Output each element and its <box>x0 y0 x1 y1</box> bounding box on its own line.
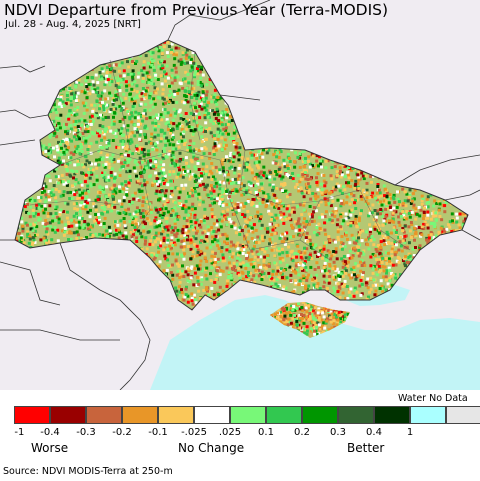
legend-tick-label: -0.3 <box>76 427 96 438</box>
ndvi-map <box>0 0 480 390</box>
legend-swatch <box>302 406 338 424</box>
legend-tick-label: -0.2 <box>112 427 132 438</box>
oblast-boundaries <box>29 51 411 261</box>
legend-swatch <box>230 406 266 424</box>
legend-tick-label: -0.4 <box>40 427 60 438</box>
legend-tick-label: 0.3 <box>330 427 346 438</box>
legend-swatch <box>14 406 50 424</box>
legend-swatch <box>50 406 86 424</box>
map-subtitle: Jul. 28 - Aug. 4, 2025 [NRT] <box>5 19 141 30</box>
legend-swatch <box>446 406 480 424</box>
legend-swatch <box>122 406 158 424</box>
legend-worse-label: Worse <box>31 441 69 455</box>
map-title: NDVI Departure from Previous Year (Terra… <box>4 1 389 19</box>
legend-tick-label: 0.1 <box>258 427 274 438</box>
legend-tick-label: -.025 <box>181 427 207 438</box>
legend-tick-label: .025 <box>218 427 242 438</box>
source-note: Source: NDVI MODIS-Terra at 250-m <box>3 466 173 477</box>
legend-better-label: Better <box>347 441 385 455</box>
legend-tick-label: 0.2 <box>294 427 310 438</box>
legend-tick-label: 0.4 <box>366 427 382 438</box>
outer-borders <box>0 0 480 390</box>
map-canvas <box>0 0 480 390</box>
legend: Water No Data -1 -0.4 -0.3 -0.2 -0.1 -.025 .02… <box>0 390 480 481</box>
legend-swatch <box>158 406 194 424</box>
legend-tick-label: -0.1 <box>148 427 168 438</box>
legend-tick-label: 1 <box>406 427 414 438</box>
legend-swatch <box>410 406 446 424</box>
black-sea <box>150 295 480 390</box>
legend-swatch <box>266 406 302 424</box>
water-no-data-label: Water No Data <box>398 393 468 404</box>
legend-swatch <box>194 406 230 424</box>
legend-swatch <box>338 406 374 424</box>
country-border <box>14 39 469 311</box>
legend-tick-label: -1 <box>14 427 25 438</box>
legend-no-change-label: No Change <box>178 441 245 455</box>
legend-swatch <box>374 406 410 424</box>
legend-swatch <box>86 406 122 424</box>
